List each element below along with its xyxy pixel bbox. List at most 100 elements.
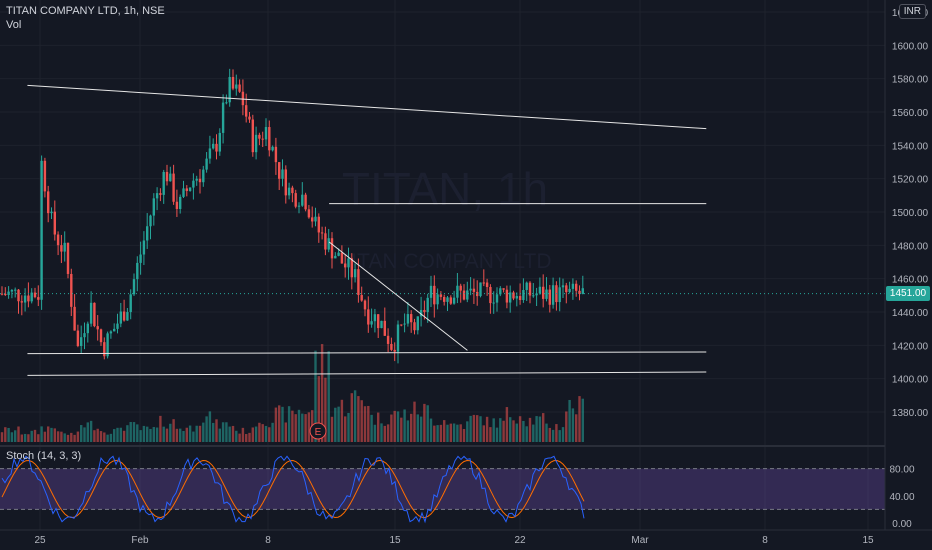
stoch-band: [0, 468, 885, 510]
y-tick-label: 1460.00: [892, 275, 929, 286]
volume-bar: [353, 390, 357, 442]
y-tick-label: 1500.00: [892, 208, 929, 219]
volume-bar: [132, 422, 136, 442]
volume-bar: [469, 415, 472, 442]
x-tick-label: 8: [762, 535, 768, 546]
volume-bar: [152, 427, 155, 442]
currency-button[interactable]: INR: [898, 4, 926, 19]
candle-body: [4, 293, 7, 295]
volume-bar: [30, 430, 33, 442]
candle-body: [542, 286, 545, 299]
candle-body: [367, 309, 370, 325]
candle-body: [307, 209, 311, 218]
volume-bar: [109, 433, 113, 442]
candle-body: [185, 188, 188, 191]
volume-bar: [258, 422, 261, 442]
volume-bar: [350, 393, 353, 442]
candle-body: [287, 187, 291, 196]
candle-body: [66, 242, 70, 274]
drawing-line: [328, 241, 468, 351]
candle-body: [76, 330, 80, 347]
candle-body: [297, 205, 301, 207]
earnings-marker-label: E: [315, 427, 322, 438]
volume-bar: [185, 427, 188, 442]
volume-bar: [139, 430, 142, 442]
volume-bar: [367, 405, 370, 442]
candle-body: [390, 343, 393, 350]
candle-body: [205, 158, 208, 170]
volume-bar: [76, 431, 80, 442]
candle-body: [304, 194, 307, 210]
volume-bar: [406, 420, 410, 442]
candle-body: [225, 102, 228, 104]
volume-bar: [188, 425, 192, 442]
volume-bar: [320, 344, 324, 442]
candle-body: [518, 296, 522, 301]
candle-body: [53, 211, 56, 235]
candle-body: [136, 262, 139, 280]
symbol-title[interactable]: TITAN COMPANY LTD, 1h, NSE: [6, 5, 165, 17]
volume-bar: [558, 430, 561, 442]
volume-bar: [99, 431, 103, 442]
candle-body: [60, 245, 63, 252]
volume-bar: [472, 414, 476, 442]
y-tick-label: 1480.00: [892, 241, 929, 252]
volume-bar: [347, 412, 350, 442]
volume-bar: [169, 423, 172, 442]
candle-body: [416, 316, 419, 331]
candle-body: [449, 297, 452, 304]
volume-bar: [357, 396, 360, 442]
candle-body: [357, 269, 360, 296]
volume-bar: [122, 430, 126, 442]
volume-bar: [73, 434, 76, 442]
volume-bar: [515, 423, 518, 442]
candle-body: [505, 289, 509, 303]
candle-body: [116, 323, 119, 329]
volume-bar: [419, 416, 423, 442]
volume-bar: [436, 425, 439, 442]
candle-body: [47, 191, 50, 214]
volume-bar: [149, 428, 152, 442]
earnings-marker: [309, 422, 327, 440]
x-tick-label: 22: [514, 535, 526, 546]
candle-body: [155, 193, 159, 199]
volume-label[interactable]: Vol: [6, 19, 22, 31]
candle-body: [198, 178, 202, 183]
candle-body: [360, 295, 363, 301]
volume-bar: [528, 417, 532, 442]
volume-bar: [116, 427, 119, 442]
stoch-tick-label: 40.00: [889, 492, 914, 503]
candle-body: [0, 293, 4, 295]
volume-bar: [416, 414, 419, 442]
volume-bar: [202, 422, 205, 442]
volume-bar: [413, 401, 416, 442]
volume-bar: [274, 407, 278, 442]
candle-body: [439, 294, 443, 297]
volume-bar: [578, 396, 581, 442]
volume-bar: [155, 427, 159, 442]
candle-body: [159, 193, 162, 195]
watermark-name: TITAN COMPANY LTD: [338, 250, 551, 273]
candle-body: [301, 194, 304, 206]
volume-bar: [502, 420, 505, 442]
candle-body: [106, 333, 109, 357]
stoch-label[interactable]: Stoch (14, 3, 3): [6, 450, 82, 462]
volume-bar: [327, 351, 330, 442]
candle-body: [502, 288, 505, 290]
y-tick-label: 1380.00: [892, 408, 929, 419]
candle-body: [545, 289, 548, 299]
candle-body: [512, 292, 515, 299]
candle-body: [551, 285, 555, 305]
candle-body: [452, 297, 456, 304]
volume-bar: [489, 427, 492, 442]
volume-bar: [518, 416, 522, 442]
volume-bar: [284, 422, 287, 442]
volume-bar: [235, 430, 238, 442]
volume-bar: [142, 425, 146, 442]
y-tick-label: 1520.00: [892, 175, 929, 186]
volume-bar: [0, 432, 4, 442]
candle-body: [426, 297, 429, 313]
volume-bar: [340, 399, 344, 442]
